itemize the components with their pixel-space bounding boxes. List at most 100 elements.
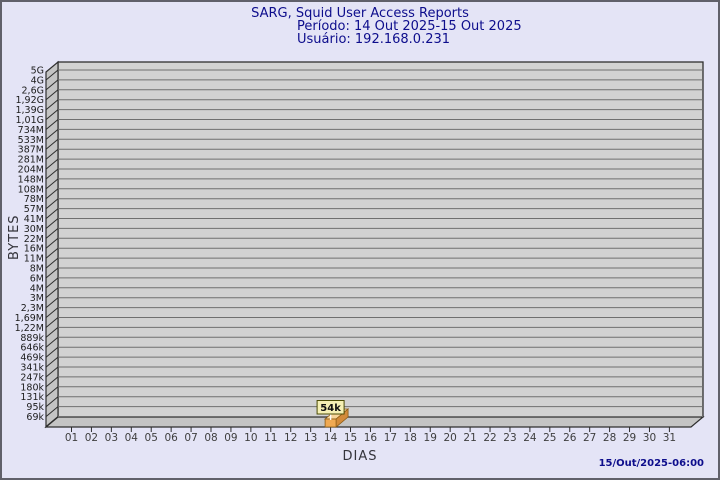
y-tick [45, 158, 59, 170]
x-tick-label: 13 [304, 432, 317, 444]
y-tick-label: 8M [30, 264, 44, 275]
y-tick-label: 1,22M [15, 323, 44, 334]
y-tick-label: 180k [20, 382, 44, 393]
y-tick-label: 4M [30, 283, 44, 294]
y-tick-label: 281M [18, 155, 44, 166]
x-tick-label: 29 [623, 432, 636, 444]
y-tick-label: 41M [24, 214, 44, 225]
y-tick [45, 99, 59, 111]
x-tick-label: 19 [424, 432, 437, 444]
x-tick-label: 28 [603, 432, 616, 444]
y-tick-label: 1,92G [15, 95, 44, 106]
x-tick-label: 05 [145, 432, 158, 444]
x-tick-label: 11 [264, 432, 277, 444]
y-tick [45, 376, 59, 388]
x-tick-label: 26 [563, 432, 577, 444]
y-tick-label: 247k [20, 372, 44, 383]
y-tick-label: 2,3M [21, 303, 44, 314]
y-tick-label: 4G [31, 75, 44, 86]
y-tick-label: 108M [18, 184, 44, 195]
y-axis-title: BYTES [7, 214, 22, 260]
y-tick [45, 69, 59, 81]
y-tick [45, 406, 59, 417]
x-tick-label: 16 [364, 432, 378, 444]
callout-box [316, 400, 345, 415]
y-tick-label: 57M [24, 204, 44, 215]
y-tick-label: 5G [31, 66, 44, 77]
y-tick [45, 386, 59, 398]
y-tick [45, 228, 59, 239]
y-tick-label: 6M [30, 273, 44, 284]
y-tick-label: 204M [18, 165, 44, 176]
y-tick [45, 327, 59, 338]
x-tick-label: 14 [324, 432, 338, 444]
y-tick-label: 1,39G [15, 105, 44, 116]
y-tick [45, 119, 59, 130]
y-tick-label: 533M [18, 135, 44, 146]
y-tick [45, 247, 59, 259]
x-tick-label: 04 [125, 432, 139, 444]
y-tick [45, 208, 59, 219]
y-tick [45, 257, 59, 269]
y-tick [45, 307, 59, 318]
x-axis-title: DIAS [342, 449, 378, 464]
y-tick-label: 78M [24, 194, 44, 205]
y-tick-label: 646k [20, 343, 44, 354]
y-tick-label: 341k [20, 363, 44, 374]
y-tick [45, 188, 59, 200]
y-tick [45, 356, 59, 368]
bar-front-face [324, 418, 337, 428]
y-tick-label: 16M [24, 244, 44, 255]
y-tick [45, 317, 59, 328]
y-tick [45, 89, 59, 101]
chart-user-line: Usuário: 192.168.0.231 [297, 32, 451, 47]
footer-timestamp: 15/Out/2025-06:00 [598, 458, 704, 469]
y-tick-label: 1,69M [15, 313, 44, 324]
y-tick [45, 237, 59, 249]
x-tick-label: 30 [643, 432, 656, 444]
y-tick [45, 396, 59, 408]
y-tick [45, 138, 59, 150]
y-tick [45, 366, 59, 378]
x-tick-label: 24 [523, 432, 537, 444]
chart-title: SARG, Squid User Access Reports [251, 6, 469, 21]
y-tick-label: 469k [20, 353, 44, 364]
x-tick-label: 20 [443, 432, 456, 444]
x-tick-label: 31 [663, 432, 676, 444]
x-tick-label: 06 [164, 432, 178, 444]
x-tick-label: 07 [184, 432, 197, 444]
y-tick [45, 287, 59, 299]
y-tick [45, 277, 59, 289]
x-tick-label: 02 [85, 432, 98, 444]
x-tick-label: 08 [204, 432, 217, 444]
x-tick-label: 22 [483, 432, 496, 444]
y-tick-label: 11M [24, 254, 44, 265]
y-tick [45, 198, 59, 210]
y-tick-label: 22M [24, 234, 44, 245]
x-tick-label: 23 [503, 432, 516, 444]
chart-period-line: Período: 14 Out 2025-15 Out 2025 [297, 19, 522, 34]
y-tick [45, 336, 59, 348]
x-tick-label: 03 [105, 432, 118, 444]
y-tick [45, 218, 59, 229]
y-tick-label: 387M [18, 145, 44, 156]
y-tick-label: 1,01G [15, 115, 44, 126]
x-tick-label: 21 [463, 432, 476, 444]
y-tick [45, 267, 59, 279]
y-tick-label: 131k [20, 392, 44, 403]
y-tick-label: 69k [26, 412, 44, 423]
y-tick [45, 79, 59, 91]
y-tick [45, 416, 59, 427]
y-tick-label: 148M [18, 174, 44, 185]
x-tick-label: 09 [224, 432, 237, 444]
y-tick-label: 95k [26, 402, 44, 413]
floor [44, 416, 705, 428]
y-tick [45, 297, 59, 309]
x-tick-label: 01 [65, 432, 78, 444]
x-tick-label: 25 [543, 432, 556, 444]
y-tick-label: 3M [30, 293, 44, 304]
y-tick [45, 109, 59, 120]
x-tick-label: 18 [404, 432, 417, 444]
y-tick-label: 2,6G [22, 85, 44, 96]
